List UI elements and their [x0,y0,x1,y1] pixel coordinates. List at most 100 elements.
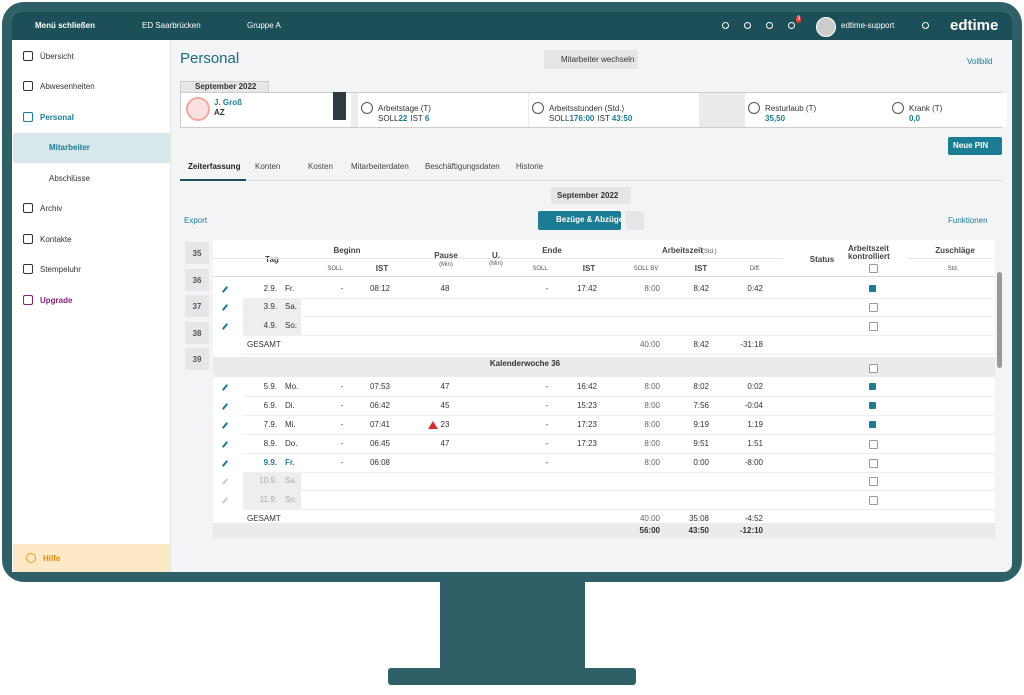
checkbox[interactable] [869,322,878,331]
week-button[interactable] [185,242,209,264]
user-menu[interactable]: edtime-support [841,21,895,30]
menu-toggle[interactable]: Menü schließen [35,21,96,30]
cell-day: Sa. [285,476,298,485]
help-icon [26,553,36,563]
checkbox[interactable] [869,285,876,292]
cell-day: Mo. [285,382,299,391]
sidebar-item[interactable]: Mitarbeiter [49,143,90,152]
cell-day: So. [285,321,298,330]
th: Std. [947,266,959,272]
cell: -4:52 [744,514,763,523]
th: (Min) [439,262,453,268]
functions-menu[interactable]: Funktionen [948,216,988,225]
cell-date: 8.9. [263,439,277,448]
week-button[interactable] [185,268,209,291]
checkbox[interactable] [869,496,878,505]
cell-day: Sa. [285,302,298,311]
cell: - [545,458,549,467]
cell: 07:41 [369,420,391,429]
row-line [243,298,995,299]
cell-date: 10.9. [259,476,277,485]
checkbox[interactable] [869,303,878,312]
export-menu[interactable]: Export [184,216,208,225]
employee-name[interactable]: J. Groß [214,98,243,107]
cell: 8:00 [644,284,660,293]
tab[interactable]: Zeiterfassung [188,162,241,171]
help-link[interactable]: Hilfe [43,554,61,563]
sidebar-item[interactable]: Personal [40,113,74,122]
cell-date: 3.9. [263,302,277,311]
sidebar-item[interactable]: Archiv [40,204,63,213]
stat-icon [532,102,544,114]
sidebar-item[interactable]: Stempeluhr [40,265,81,274]
tab[interactable]: Beschäftigungsdaten [425,162,500,171]
toolbar-icon[interactable] [722,22,729,29]
group-select[interactable]: Gruppe A [247,21,281,30]
toolbar-icon[interactable] [744,22,751,29]
sidebar-item[interactable]: Abwesenheiten [40,82,95,91]
checkbox[interactable] [869,459,878,468]
week-label: 35 [192,249,202,258]
row-line [243,335,995,336]
tab[interactable]: Mitarbeiterdaten [351,162,409,171]
page-title: Personal [180,50,240,67]
month-select[interactable] [551,187,631,204]
stat-cell [745,93,915,127]
toolbar-icon[interactable] [788,22,795,29]
switch-button-label: Mitarbeiter wechseln [561,55,635,64]
checkbox[interactable] [869,477,878,486]
tab[interactable]: Konten [255,162,281,171]
add-button[interactable] [538,211,621,230]
sidebar-item[interactable]: Übersicht [40,52,74,61]
week-button[interactable] [185,348,209,370]
week-button[interactable] [185,321,209,344]
location-select[interactable]: ED Saarbrücken [142,21,201,30]
cell-date: 4.9. [263,321,277,330]
add-button-label: Bezüge & Abzüge [556,215,624,224]
checkbox[interactable] [869,421,876,428]
th: IST [694,264,708,273]
week-button[interactable] [185,295,209,317]
tab[interactable]: Historie [516,162,544,171]
switch-button[interactable] [544,50,638,69]
sidebar-item[interactable]: Upgrade [40,296,73,305]
cell: 8:00 [644,401,660,410]
checkbox[interactable] [869,383,876,390]
checkbox[interactable] [869,264,878,273]
toolbar-icon[interactable] [766,22,773,29]
fullscreen-link[interactable]: Vollbild [967,57,993,66]
cell: 08:12 [369,284,391,293]
grid-button[interactable] [625,211,644,230]
user-avatar[interactable] [816,17,836,37]
sidebar-item[interactable]: Abschlüsse [49,174,90,183]
total-label: GESAMT [247,340,281,349]
th: SOLL [532,266,548,272]
cell: -8:00 [744,458,763,467]
cell: 8:42 [693,340,709,349]
th: Arbeitszeit kontrolliert [848,244,890,261]
checkbox[interactable] [869,364,878,373]
cell: - [340,458,344,467]
pin-button-label: Neue PIN [953,141,989,150]
stat-cell [529,93,699,127]
sidebar-item[interactable]: Kontakte [40,235,72,244]
cell: - [340,401,344,410]
pin-button[interactable] [948,137,1002,155]
row-line [243,490,995,491]
row-line [243,453,995,454]
cell-date: 5.9. [263,382,277,391]
tab[interactable]: Kosten [308,162,333,171]
toolbar-icon[interactable] [922,22,929,29]
tab-underline [180,180,1002,181]
cell: - [545,284,549,293]
cell-day: Fr. [285,284,295,293]
cell: - [340,284,344,293]
cell-date: 11.9. [259,495,277,504]
row-line [243,509,995,510]
cell-date: 7.9. [263,420,277,429]
checkbox[interactable] [869,402,876,409]
week-label: 37 [192,302,202,311]
checkbox[interactable] [869,440,878,449]
row-line [243,434,995,435]
